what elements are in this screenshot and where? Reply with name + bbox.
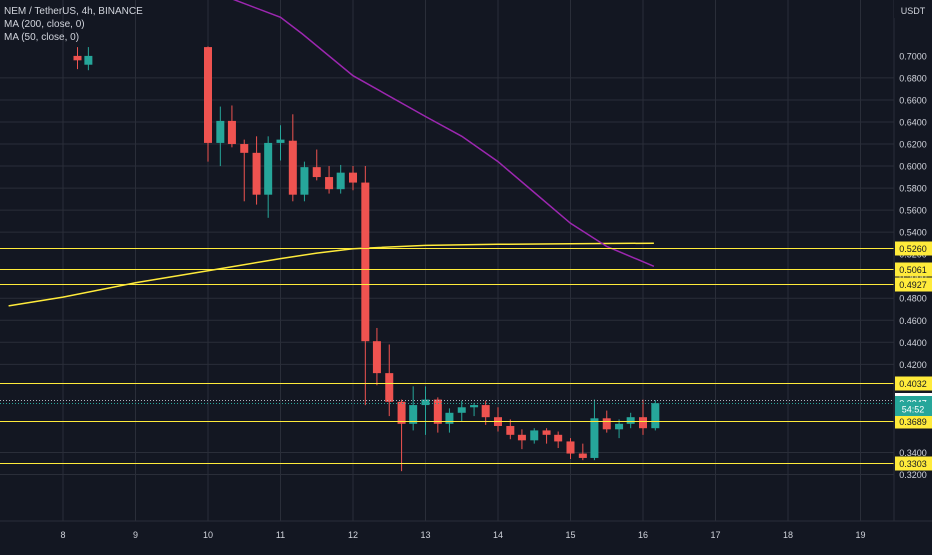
- candle-up: [590, 418, 599, 458]
- y-tick-label-partial: 0.5000: [899, 272, 927, 282]
- y-tick-label: 0.3400: [899, 448, 927, 458]
- candle-up: [421, 399, 430, 406]
- candle-up: [470, 405, 479, 408]
- y-tick-label: 0.6800: [899, 73, 927, 83]
- candle-down: [602, 418, 611, 430]
- candle-up: [336, 172, 345, 190]
- candle-up: [84, 55, 93, 65]
- y-tick-label: 0.5600: [899, 206, 927, 216]
- level-label: 0.4032: [899, 379, 927, 389]
- candle-down: [385, 373, 394, 402]
- y-tick-label: 0.4600: [899, 316, 927, 326]
- level-label: 0.3303: [899, 459, 927, 469]
- y-tick-label-partial: 0.7000: [899, 51, 927, 61]
- candle-down: [517, 434, 526, 441]
- ma200-label[interactable]: MA (200, close, 0): [4, 19, 85, 30]
- ma200-line: [8, 242, 654, 307]
- x-tick-label: 16: [638, 530, 648, 540]
- candle-down: [397, 401, 406, 424]
- y-tick-label: 0.3200: [899, 470, 927, 480]
- level-label-bg: [895, 262, 932, 277]
- chart-legend: NEM / TetherUS, 4h, BINANCE MA (200, clo…: [4, 5, 143, 44]
- x-tick-label: 11: [276, 530, 285, 540]
- price-labels: 0.52600.50610.49270.40320.36890.33030.38…: [895, 241, 932, 471]
- candle-up: [651, 403, 660, 429]
- y-tick-label: 0.4800: [899, 294, 927, 304]
- y-tick-label: 0.4200: [899, 360, 927, 370]
- candle-down: [361, 182, 370, 342]
- moving-averages: [8, 0, 655, 307]
- candle-down: [542, 430, 551, 435]
- candle-up: [409, 405, 418, 424]
- candle-up: [615, 423, 624, 430]
- level-label-bg: [895, 376, 932, 391]
- candle-down: [312, 167, 321, 178]
- level-label-bg: [895, 456, 932, 471]
- x-tick-label: 10: [203, 530, 213, 540]
- y-tick-label: 0.6200: [899, 140, 927, 150]
- level-label: 0.3689: [899, 417, 927, 427]
- level-label: 0.4927: [899, 280, 927, 290]
- candle-down: [204, 47, 212, 143]
- candle-down: [554, 434, 563, 442]
- candle-up: [216, 120, 225, 143]
- candle-down: [325, 177, 334, 190]
- level-label-bg: [895, 241, 932, 256]
- candle-down: [578, 453, 587, 458]
- horizontal-levels: [0, 248, 894, 464]
- price-axis-background: [894, 0, 932, 521]
- x-tick-label: 13: [420, 530, 430, 540]
- candle-down: [372, 341, 381, 374]
- candles: [73, 46, 660, 472]
- y-tick-label: 0.5800: [899, 184, 927, 194]
- y-tick-label: 0.6600: [899, 95, 927, 105]
- time-axis-background: [0, 521, 932, 550]
- candle-down: [240, 144, 249, 153]
- candle-down: [227, 120, 236, 145]
- candle-up: [626, 417, 635, 424]
- x-tick-label: 9: [133, 530, 138, 540]
- x-tick-label: 19: [855, 530, 865, 540]
- countdown-label: 54:52: [902, 405, 925, 415]
- currency-label: USDT: [901, 6, 926, 16]
- x-tick-label: 17: [710, 530, 720, 540]
- x-tick-label: 15: [565, 530, 575, 540]
- candle-down: [506, 426, 515, 435]
- candle-up: [276, 139, 285, 143]
- ma50-line: [232, 0, 655, 267]
- time-axis[interactable]: 8 9 10 11 12 13 14 15 16 17 18 19: [60, 530, 865, 540]
- candle-up: [445, 412, 454, 424]
- candle-down: [252, 152, 261, 195]
- candle-up: [457, 407, 466, 413]
- candle-down: [639, 417, 647, 429]
- candle-down: [433, 399, 442, 424]
- price-label-bg-green: [895, 402, 932, 416]
- level-label-bg: [895, 414, 932, 429]
- candle-down: [349, 172, 357, 183]
- x-tick-label: 18: [783, 530, 793, 540]
- level-label-bg: [895, 277, 932, 292]
- candle-up: [264, 142, 273, 195]
- candle-down: [566, 441, 575, 454]
- x-tick-label: 12: [348, 530, 358, 540]
- y-tick-label: 0.4400: [899, 338, 927, 348]
- level-label: 0.5061: [899, 265, 927, 275]
- candle-down: [481, 405, 490, 418]
- candle-down: [73, 55, 82, 61]
- candle-up: [530, 430, 539, 441]
- x-tick-label: 14: [493, 530, 503, 540]
- y-tick-label: 0.5400: [899, 228, 927, 238]
- y-tick-label: 0.6400: [899, 117, 927, 127]
- ma50-label[interactable]: MA (50, close, 0): [4, 32, 80, 43]
- candle-down: [288, 140, 297, 195]
- level-label: 0.5260: [899, 244, 927, 254]
- candle-up: [300, 167, 309, 195]
- currency-label-bg: [894, 0, 932, 18]
- x-tick-label: 8: [60, 530, 65, 540]
- symbol-title[interactable]: NEM / TetherUS, 4h, BINANCE: [4, 6, 143, 17]
- y-tick-label: 0.6000: [899, 162, 927, 172]
